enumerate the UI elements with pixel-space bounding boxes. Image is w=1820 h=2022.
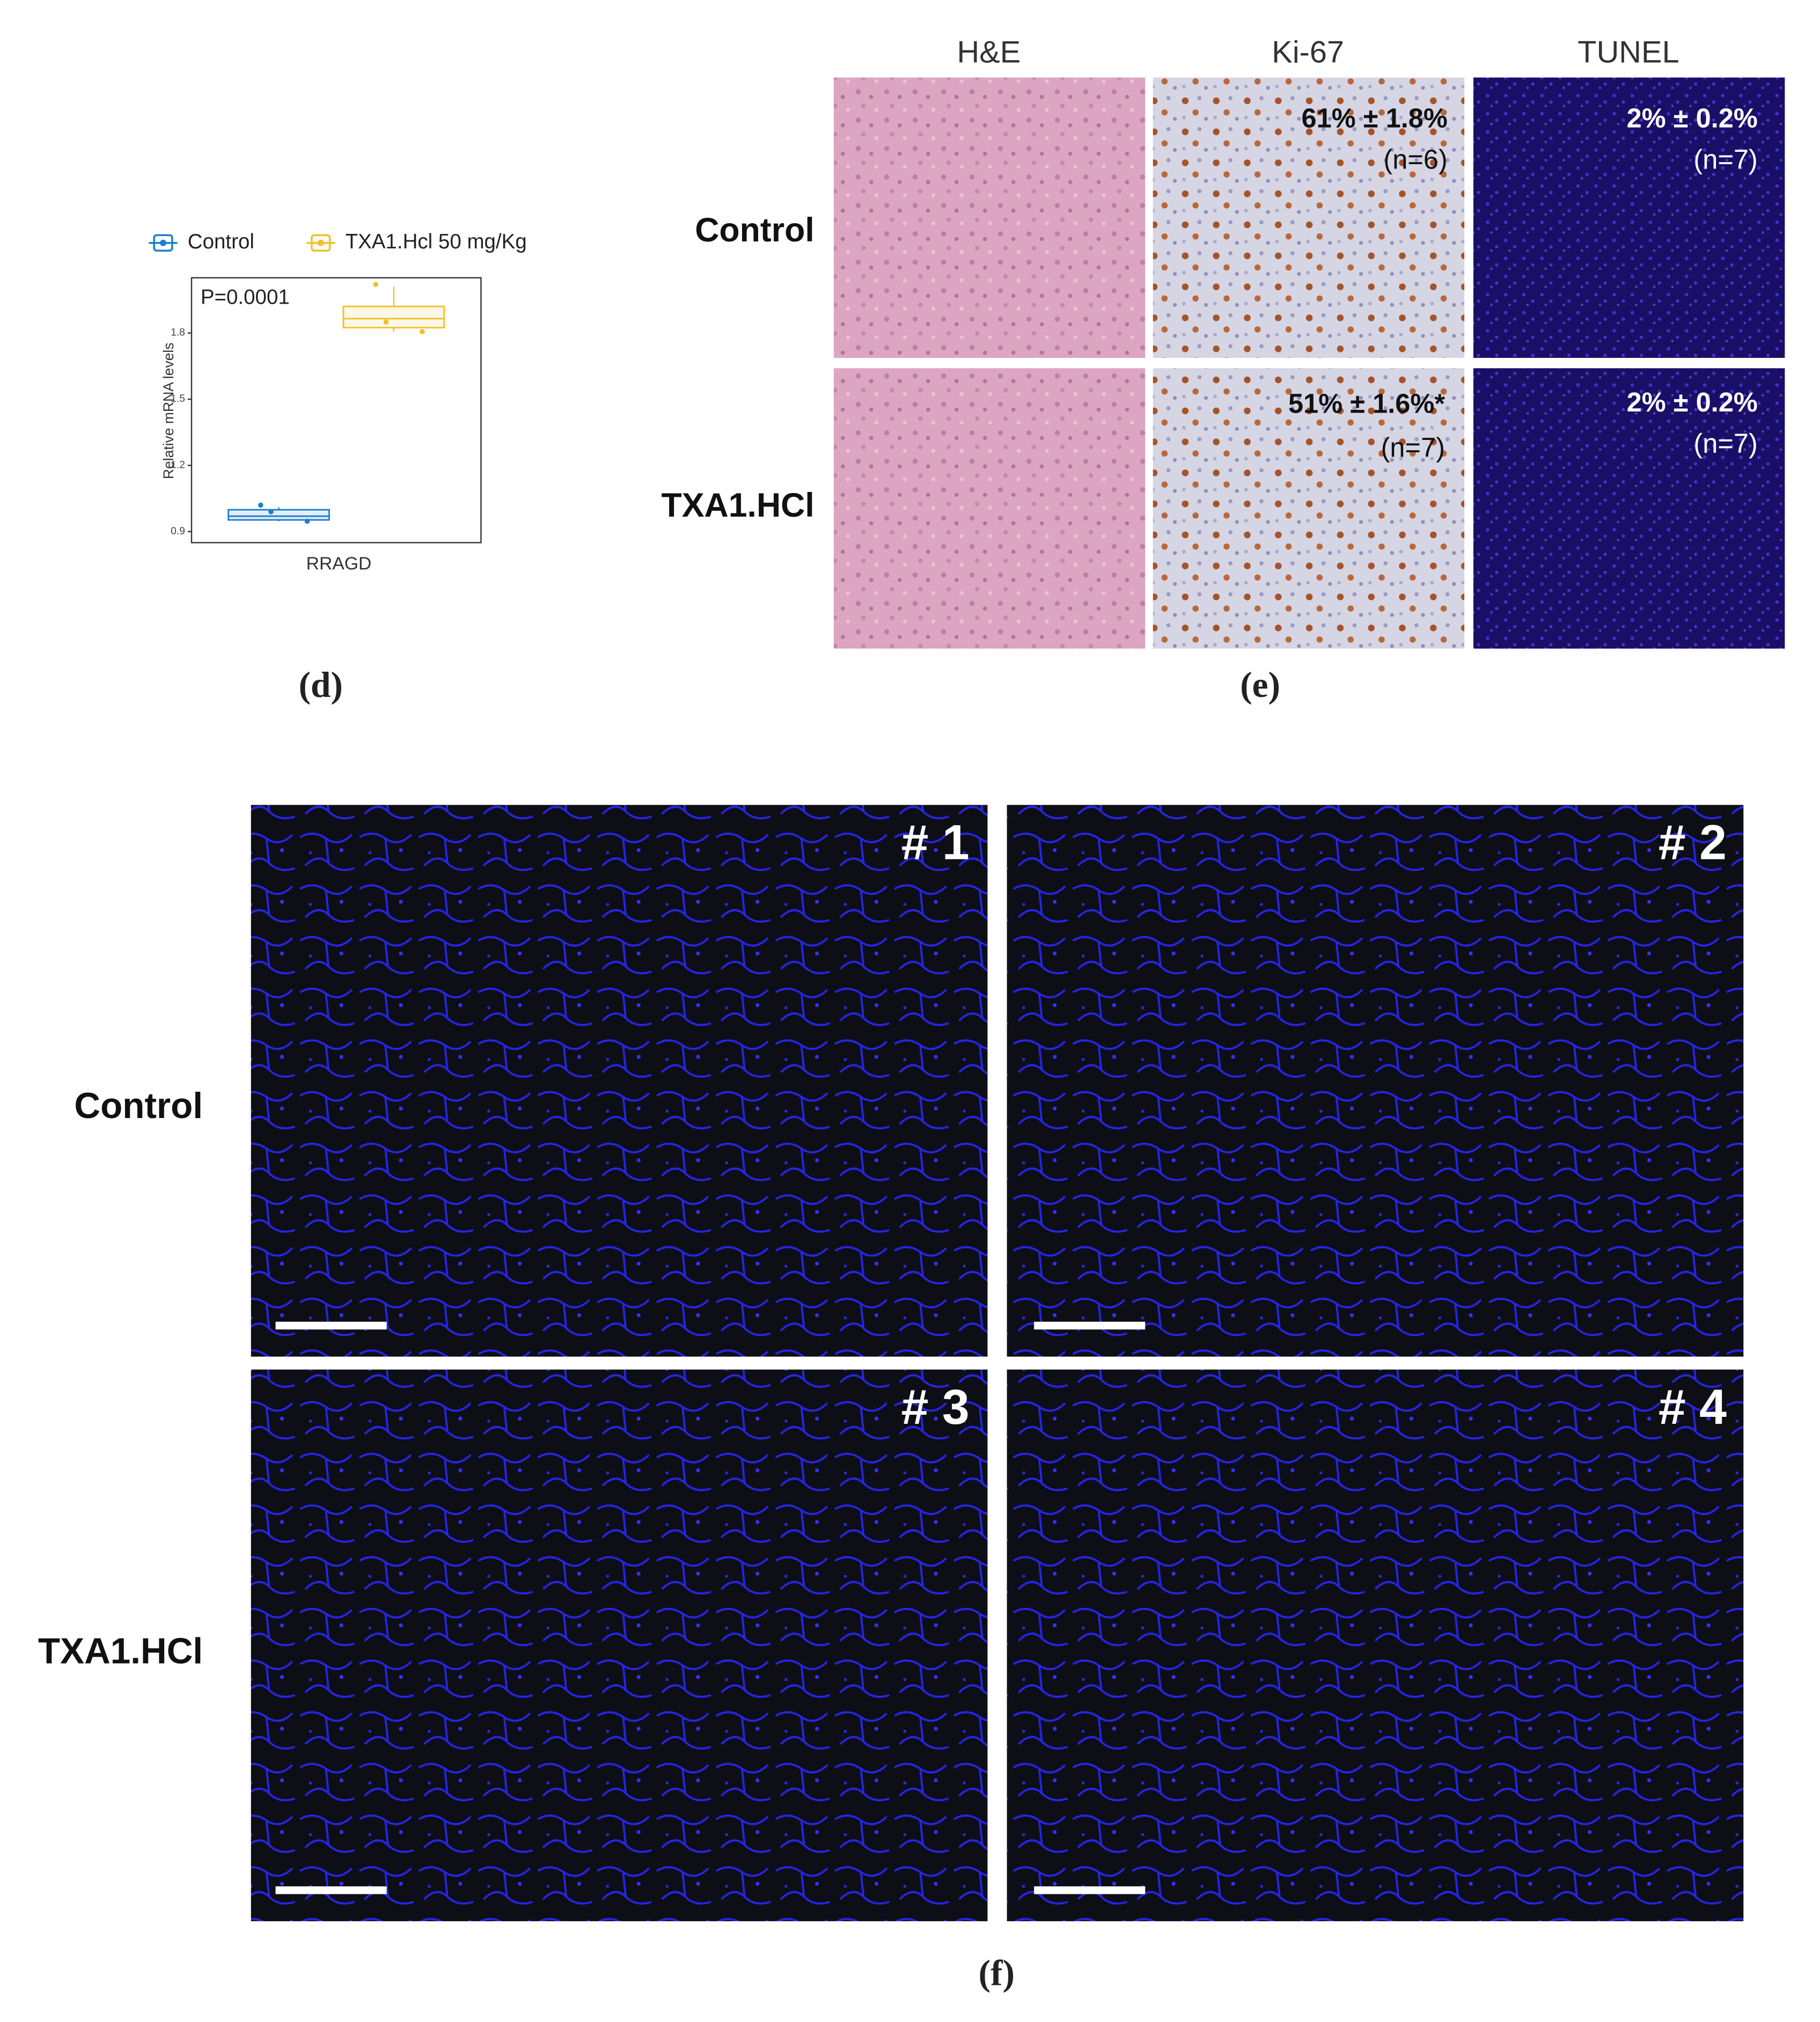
y-axis-label: Relative mRNA levels (160, 343, 177, 480)
tunel-value: 2% ± 0.2% (1627, 387, 1758, 417)
panel-label: (d) (299, 665, 343, 705)
panel-label: (f) (979, 1953, 1015, 1993)
tunel-n: (n=7) (1693, 144, 1757, 174)
ki67-image (1153, 368, 1465, 649)
column-header: Ki-67 (1272, 35, 1344, 69)
scale-bar (275, 1886, 387, 1894)
fluorescence-image (1007, 1369, 1744, 1922)
legend-icon (159, 239, 167, 246)
legend-icon (311, 234, 331, 252)
fluorescence-image (1007, 805, 1744, 1357)
data-point (420, 329, 425, 334)
tunel-image (1473, 368, 1785, 649)
he-image (833, 368, 1146, 649)
row-label: TXA1.HCl (38, 1631, 203, 1671)
box-plot: P=0.0001 Relative mRNA levels 0.9 1.2 1.5 1… (160, 277, 482, 573)
image-number: # 4 (1658, 1380, 1727, 1435)
ki67-image (1153, 77, 1465, 358)
legend-label: Control (188, 230, 254, 253)
image-number: # 1 (901, 815, 970, 870)
ki67-n: (n=6) (1383, 144, 1447, 174)
y-tick-label: 0.9 (171, 526, 185, 537)
ki67-value: 51% ± 1.6%* (1288, 388, 1445, 419)
fluorescence-image (251, 1369, 988, 1922)
data-point (373, 282, 378, 287)
box (342, 305, 445, 329)
data-point (258, 502, 263, 508)
legend-icon (317, 239, 324, 246)
x-tick-label: RRAGD (306, 553, 372, 573)
row-label: TXA1.HCl (662, 487, 814, 524)
column-header: H&E (957, 35, 1021, 69)
tunel-n: (n=7) (1693, 428, 1757, 459)
y-tick-label: 1.8 (171, 327, 185, 339)
scale-bar (275, 1321, 387, 1330)
panel-label: (e) (1240, 665, 1280, 705)
tunel-image (1473, 77, 1785, 358)
annotation: P=0.0001 (201, 285, 290, 308)
scale-bar (1034, 1886, 1146, 1894)
legend-icon (153, 234, 173, 252)
panel-f: Control TXA1.HCl # 1 # 2 # 3 # 4 (38, 805, 1744, 1922)
he-image (833, 77, 1146, 358)
plot-frame (190, 277, 482, 543)
ki67-value: 61% ± 1.8% (1302, 102, 1448, 133)
scale-bar (1034, 1321, 1146, 1330)
data-point (383, 319, 389, 325)
image-number: # 3 (901, 1380, 970, 1435)
data-point (304, 518, 310, 524)
data-point (268, 509, 274, 514)
column-header: TUNEL (1577, 35, 1679, 69)
fluorescence-image (251, 805, 988, 1357)
panel-e: H&E Ki-67 TUNEL Control TXA1.HCl 61% ± 1… (662, 35, 1785, 649)
y-tick-label: 1.2 (171, 460, 185, 471)
y-tick-label: 1.5 (171, 393, 185, 405)
row-label: Control (74, 1086, 203, 1126)
row-label: Control (695, 211, 814, 249)
ki67-n: (n=7) (1381, 432, 1445, 462)
legend-label: TXA1.Hcl 50 mg/Kg (346, 230, 527, 253)
image-number: # 2 (1658, 815, 1727, 870)
tunel-value: 2% ± 0.2% (1627, 102, 1758, 133)
box (228, 509, 330, 521)
